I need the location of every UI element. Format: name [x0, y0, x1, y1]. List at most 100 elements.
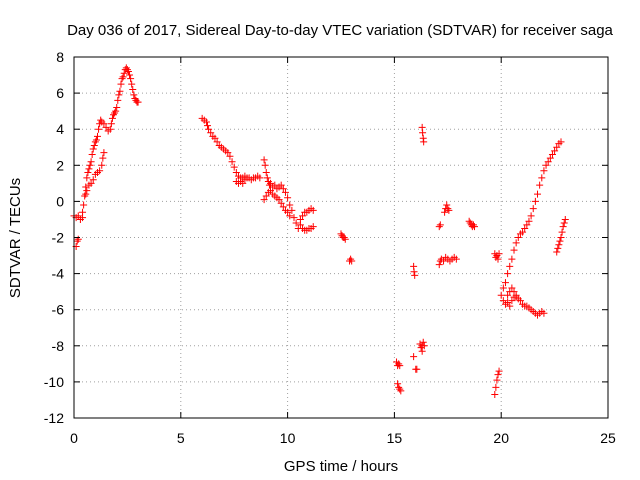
data-point — [211, 134, 219, 142]
y-tick-label: 6 — [56, 85, 64, 101]
data-point — [232, 169, 240, 177]
data-point — [116, 87, 124, 95]
data-point — [226, 152, 234, 160]
series-arc4b — [296, 205, 317, 223]
x-tick-label: 15 — [387, 430, 403, 446]
data-point — [292, 219, 300, 227]
data-point — [435, 223, 443, 231]
x-tick-label: 10 — [280, 430, 296, 446]
y-tick-label: -2 — [52, 230, 65, 246]
series-arc11b — [491, 367, 503, 399]
data-point — [100, 149, 108, 157]
data-point — [123, 66, 131, 74]
data-point — [112, 107, 120, 115]
data-point — [559, 223, 567, 231]
series-arc6 — [346, 255, 356, 265]
data-point — [396, 385, 404, 393]
data-point — [106, 125, 114, 133]
data-point — [420, 342, 428, 350]
data-point — [417, 344, 425, 352]
series-arc7b — [394, 380, 405, 395]
data-point — [286, 212, 294, 220]
data-point — [508, 297, 516, 305]
data-point — [516, 297, 524, 305]
data-point — [495, 250, 503, 258]
data-point — [89, 176, 97, 184]
data-point — [444, 205, 452, 213]
data-point — [494, 255, 502, 263]
series-arc8a — [410, 262, 419, 279]
data-point — [126, 71, 134, 79]
data-point — [504, 270, 512, 278]
data-point — [557, 138, 565, 146]
data-point — [260, 156, 268, 164]
data-point — [411, 271, 419, 279]
data-point — [279, 185, 287, 193]
y-axis-title: SDTVAR / TECUs — [7, 178, 24, 298]
data-point — [410, 268, 418, 276]
x-tick-label: 25 — [600, 430, 616, 446]
series-arc1e — [95, 64, 142, 135]
data-point — [419, 129, 427, 137]
data-point — [284, 208, 292, 216]
series-arc4 — [296, 221, 317, 234]
axis-ticks — [73, 56, 609, 419]
data-point — [108, 114, 116, 122]
data-point — [275, 196, 283, 204]
series-arc1c — [79, 132, 101, 216]
data-point — [286, 201, 294, 209]
data-point — [80, 201, 88, 209]
data-point — [553, 143, 561, 151]
x-tick-label: 5 — [177, 430, 185, 446]
data-point — [97, 116, 105, 124]
data-point — [299, 212, 307, 220]
series-arc12b — [499, 138, 565, 292]
data-point — [466, 219, 474, 227]
data-point — [120, 69, 128, 77]
data-point — [506, 262, 514, 270]
data-point — [82, 190, 90, 198]
data-point — [262, 169, 270, 177]
data-point — [347, 255, 355, 263]
data-point — [267, 179, 275, 187]
series-arc1a — [70, 212, 87, 223]
data-point — [82, 183, 90, 191]
series-arc13 — [553, 215, 569, 256]
data-point — [91, 138, 99, 146]
data-point — [504, 298, 512, 306]
y-tick-label: -12 — [44, 410, 64, 426]
data-point — [560, 219, 568, 227]
data-point — [93, 132, 101, 140]
data-point — [519, 228, 527, 236]
data-point — [525, 217, 533, 225]
data-point — [263, 174, 271, 182]
data-point — [494, 371, 502, 379]
y-tick-label: -4 — [52, 266, 65, 282]
data-point — [79, 208, 87, 216]
data-point — [115, 91, 123, 99]
data-point — [348, 257, 356, 265]
data-point — [499, 297, 507, 305]
data-point — [134, 98, 142, 106]
y-tick-label: 0 — [56, 193, 64, 209]
data-point — [119, 73, 127, 81]
data-point — [281, 188, 289, 196]
data-point — [107, 120, 115, 128]
grid-lines — [74, 57, 608, 418]
data-point — [84, 169, 92, 177]
data-point — [279, 203, 287, 211]
data-point — [87, 179, 95, 187]
data-point — [506, 302, 514, 310]
data-point — [337, 230, 345, 238]
data-point — [420, 138, 428, 146]
chart-title: Day 036 of 2017, Sidereal Day-to-day VTE… — [67, 22, 613, 39]
series-arc8d — [418, 123, 428, 146]
data-point — [83, 174, 91, 182]
data-point — [92, 136, 100, 144]
data-point — [497, 291, 505, 299]
data-point — [284, 194, 292, 202]
data-point — [504, 291, 512, 299]
data-point — [128, 80, 136, 88]
y-tick-label: -8 — [52, 338, 65, 354]
data-point — [99, 154, 107, 162]
